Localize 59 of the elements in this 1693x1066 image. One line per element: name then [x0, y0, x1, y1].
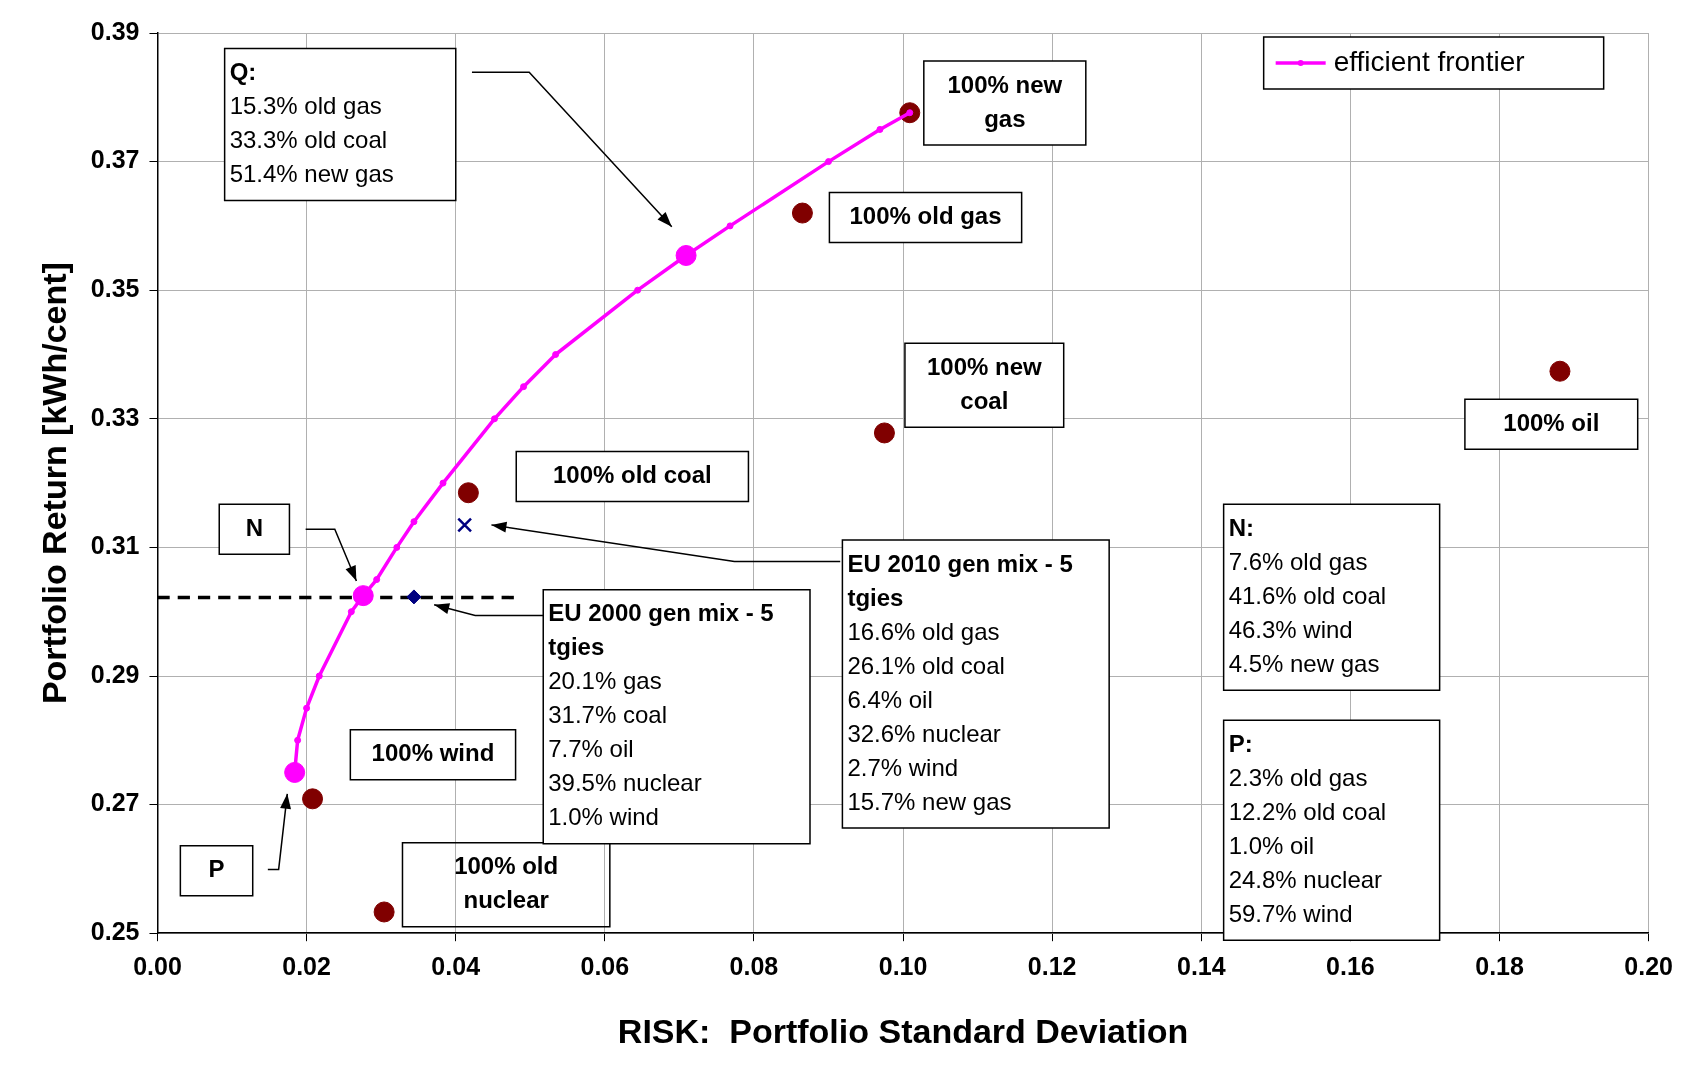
y-tick-label: 0.33 — [90, 402, 140, 431]
x-tick-label: 0.08 — [729, 952, 779, 981]
point — [634, 286, 642, 294]
annotation: P: 2.3% old gas 12.2% old coal 1.0% oil 24.8% nuclear 59.7% wind — [1228, 729, 1387, 927]
y-tick-label: 0.35 — [90, 274, 140, 303]
point — [294, 736, 302, 744]
point — [457, 482, 479, 504]
point — [393, 543, 401, 551]
y-tick-label: 0.31 — [90, 531, 140, 560]
x-axis-title: RISK: Portfolio Standard Deviation — [617, 1011, 1189, 1050]
point — [303, 704, 311, 712]
annotation: 100% wind — [371, 739, 495, 767]
point — [520, 383, 528, 391]
point — [315, 672, 323, 680]
legend-label: efficient frontier — [1333, 45, 1525, 77]
point — [406, 589, 422, 605]
x-tick-label: 0.02 — [282, 952, 331, 981]
x-tick-label: 0.04 — [431, 952, 481, 981]
annotation: EU 2010 gen mix - 5 tgies 16.6% old gas 26.1% old coal 6.4% oil 32.6% nuclear 2.7% wind 15.7% new gas — [847, 549, 1073, 815]
annotation: N: 7.6% old gas 41.6% old coal 46.3% wind 4.5% new gas — [1228, 513, 1387, 677]
point — [873, 422, 895, 444]
annotation: EU 2000 gen mix - 5 tgies 20.1% gas 31.7% coal 7.7% oil 39.5% nuclear 1.0% wind — [548, 599, 774, 831]
point — [457, 517, 473, 533]
point — [791, 202, 813, 224]
point — [825, 158, 832, 166]
point — [347, 608, 355, 616]
point — [490, 415, 498, 423]
point — [439, 479, 447, 487]
annotation: 100% new gas — [947, 70, 1063, 132]
annotation: Q: 15.3% old gas 33.3% old coal 51.4% new gas — [229, 58, 394, 188]
x-tick-label: 0.18 — [1475, 952, 1524, 981]
point — [552, 351, 560, 358]
annotation: P — [208, 855, 225, 883]
y-axis-title: Portfolio Return [kWh/cent] — [34, 262, 73, 705]
x-tick-label: 0.00 — [133, 952, 182, 981]
point — [373, 901, 395, 923]
x-tick-label: 0.12 — [1027, 952, 1077, 981]
annotation: 100% old gas — [849, 202, 1002, 230]
point — [876, 125, 884, 133]
annotation: 100% old nuclear — [454, 852, 559, 914]
point — [302, 788, 324, 810]
y-tick-label: 0.39 — [90, 16, 140, 45]
y-tick-label: 0.27 — [90, 788, 140, 817]
x-tick-label: 0.10 — [878, 952, 928, 981]
point — [410, 518, 418, 526]
y-tick-label: 0.29 — [90, 659, 140, 688]
point — [726, 222, 734, 230]
annotation: N — [245, 513, 264, 541]
y-tick-label: 0.37 — [90, 145, 140, 174]
x-tick-label: 0.16 — [1326, 952, 1375, 981]
x-tick-label: 0.14 — [1176, 952, 1226, 981]
point — [373, 576, 381, 584]
x-tick-label: 0.20 — [1624, 952, 1674, 981]
y-tick-label: 0.25 — [90, 917, 140, 946]
annotation: 100% oil — [1503, 408, 1600, 436]
point — [1549, 360, 1571, 382]
annotation: 100% new coal — [926, 352, 1043, 414]
annotation: 100% old coal — [552, 461, 712, 489]
x-tick-label: 0.06 — [580, 952, 630, 981]
